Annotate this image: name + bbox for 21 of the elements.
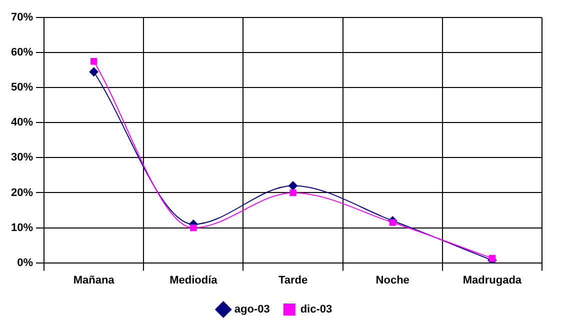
y-tick-label: 60%: [10, 46, 34, 59]
y-tick-label: 30%: [10, 152, 34, 164]
x-tick-label: Mañana: [73, 274, 116, 286]
y-tick-label: 10%: [10, 222, 34, 234]
point: [89, 67, 98, 76]
x-tick-label: Noche: [376, 274, 410, 286]
point: [90, 58, 98, 65]
y-tick-label: 20%: [10, 186, 34, 199]
y-tick-label: 70%: [10, 12, 34, 24]
y-tick-label: 40%: [10, 116, 34, 129]
y-tick-label: 50%: [10, 82, 34, 94]
point: [288, 181, 298, 190]
legend-label: ago-03: [234, 304, 270, 316]
legend-label: dic-03: [300, 304, 332, 316]
point: [290, 189, 296, 196]
x-tick-label: Mediodía: [170, 274, 218, 286]
y-tick-label: 0%: [17, 256, 34, 269]
x-tick-label: Tarde: [278, 274, 308, 286]
point: [190, 224, 197, 232]
point: [389, 219, 396, 226]
x-tick-label: Madrugada: [462, 274, 522, 286]
